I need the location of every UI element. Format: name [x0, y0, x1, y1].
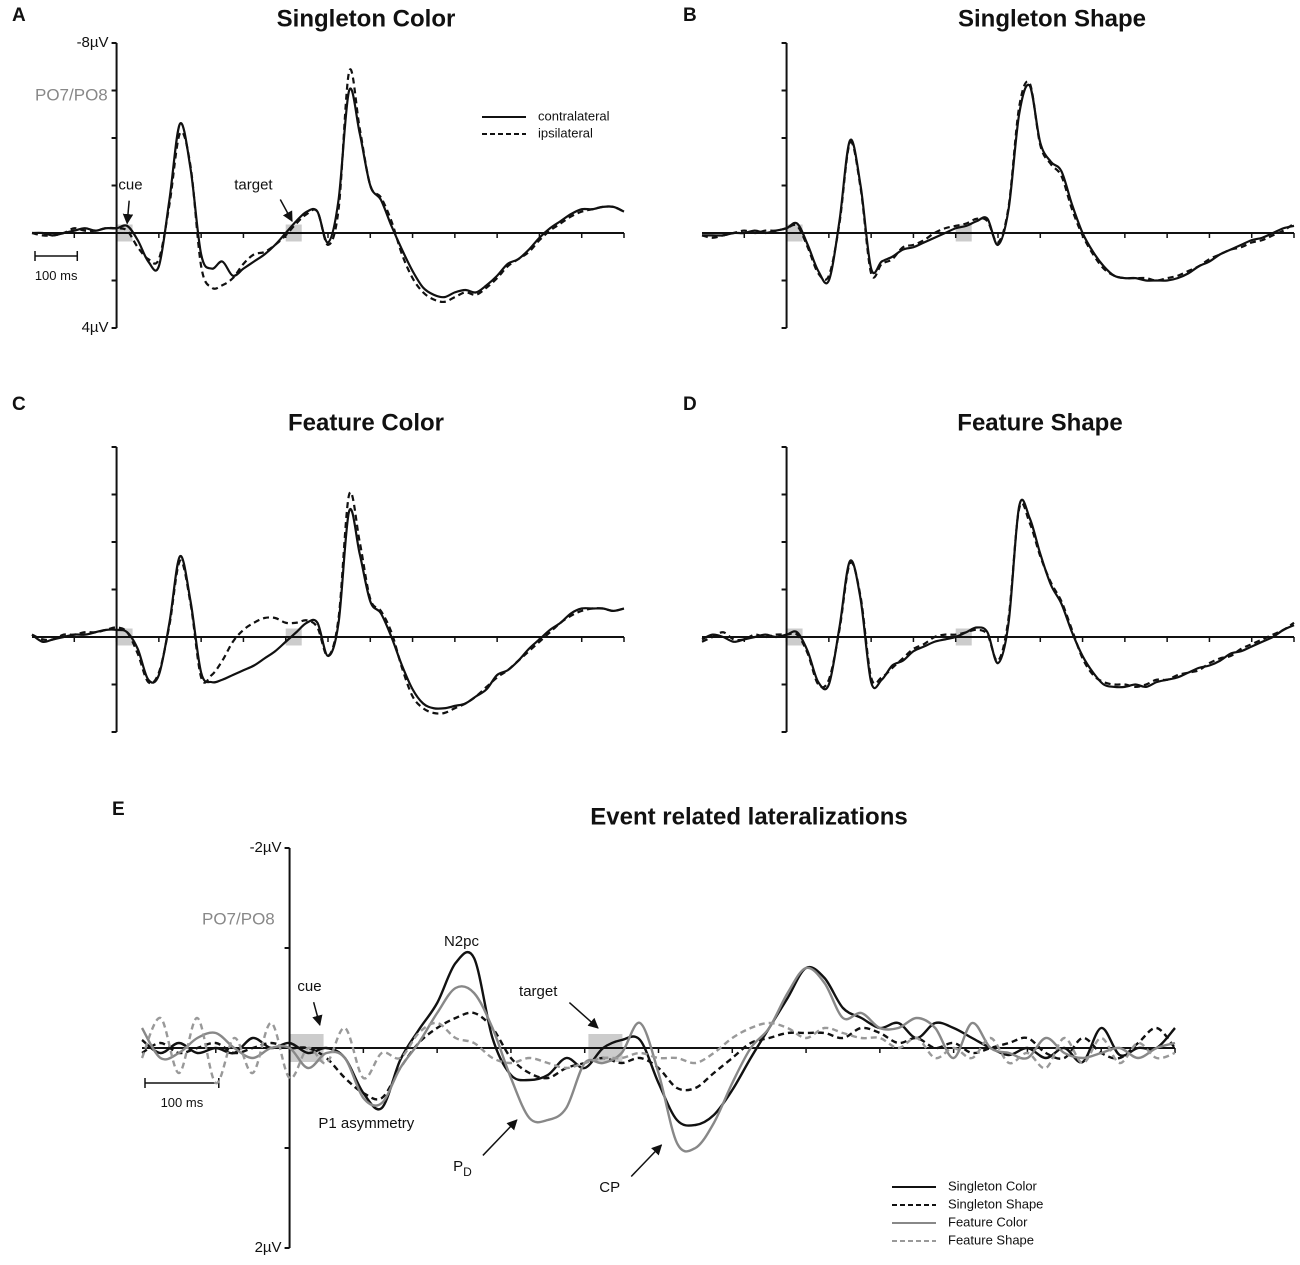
panel-title: Event related lateralizations: [590, 803, 907, 830]
annotation-text: N2pc: [444, 933, 480, 950]
panel-title: Feature Shape: [957, 409, 1122, 436]
annotation: target: [234, 176, 273, 193]
y-tick-label: 2µV: [255, 1239, 282, 1256]
annotation: cue: [297, 978, 321, 995]
series-line: [31, 507, 625, 710]
series-line: [701, 80, 1295, 282]
series-line: [702, 83, 1295, 285]
panel-letter: D: [683, 394, 697, 415]
y-tick-label: -8µV: [77, 34, 109, 51]
legend-label: Singleton Shape: [948, 1196, 1043, 1211]
electrode-label: PO7/PO8: [35, 85, 108, 104]
scalebar-label: 100 ms: [35, 268, 78, 283]
annotation-subscript: D: [463, 1165, 472, 1179]
y-tick-label: -2µV: [250, 839, 282, 856]
annotation-text: cue: [297, 978, 321, 995]
panel-title: Singleton Color: [277, 5, 456, 32]
annotation-text: target: [234, 176, 273, 193]
series-line: [141, 1011, 1176, 1101]
series-line: [140, 1016, 1176, 1085]
annotation-arrow: [630, 1144, 663, 1177]
annotation-text: target: [519, 983, 558, 1000]
series-line: [31, 68, 625, 304]
annotation: P1 asymmetry: [318, 1115, 414, 1132]
legend-label: contralateral: [538, 108, 610, 123]
panel-letter: A: [12, 5, 26, 26]
panel-letter: C: [12, 394, 26, 415]
annotation-text: P1 asymmetry: [318, 1115, 414, 1132]
annotation-text: P: [453, 1158, 463, 1175]
series-line: [140, 966, 1176, 1153]
annotation: PD: [453, 1158, 472, 1179]
annotation-arrow: [279, 199, 293, 223]
annotation-arrow: [312, 1002, 323, 1027]
annotation-text: cue: [118, 176, 142, 193]
panel-letter: E: [112, 799, 125, 820]
annotation-arrow: [482, 1119, 518, 1156]
series-line: [701, 502, 1295, 689]
legend-label: Singleton Color: [948, 1178, 1038, 1193]
annotation-arrow: [122, 200, 134, 225]
series-line: [31, 491, 625, 715]
annotation: target: [519, 983, 558, 1000]
legend-label: Feature Shape: [948, 1232, 1034, 1247]
annotation: cue: [118, 176, 142, 193]
annotation: N2pc: [444, 933, 480, 950]
electrode-label: PO7/PO8: [202, 909, 275, 928]
legend-label: Feature Color: [948, 1214, 1028, 1229]
scalebar-label: 100 ms: [161, 1095, 204, 1110]
annotation-text: CP: [599, 1179, 620, 1196]
series-line: [701, 498, 1295, 691]
panel-letter: B: [683, 5, 697, 26]
legend-label: ipsilateral: [538, 125, 593, 140]
y-tick-label: 4µV: [82, 319, 109, 336]
annotation-arrow: [568, 1002, 599, 1029]
annotation: CP: [599, 1179, 620, 1196]
panel-title: Singleton Shape: [958, 5, 1146, 32]
panel-title: Feature Color: [288, 409, 444, 436]
